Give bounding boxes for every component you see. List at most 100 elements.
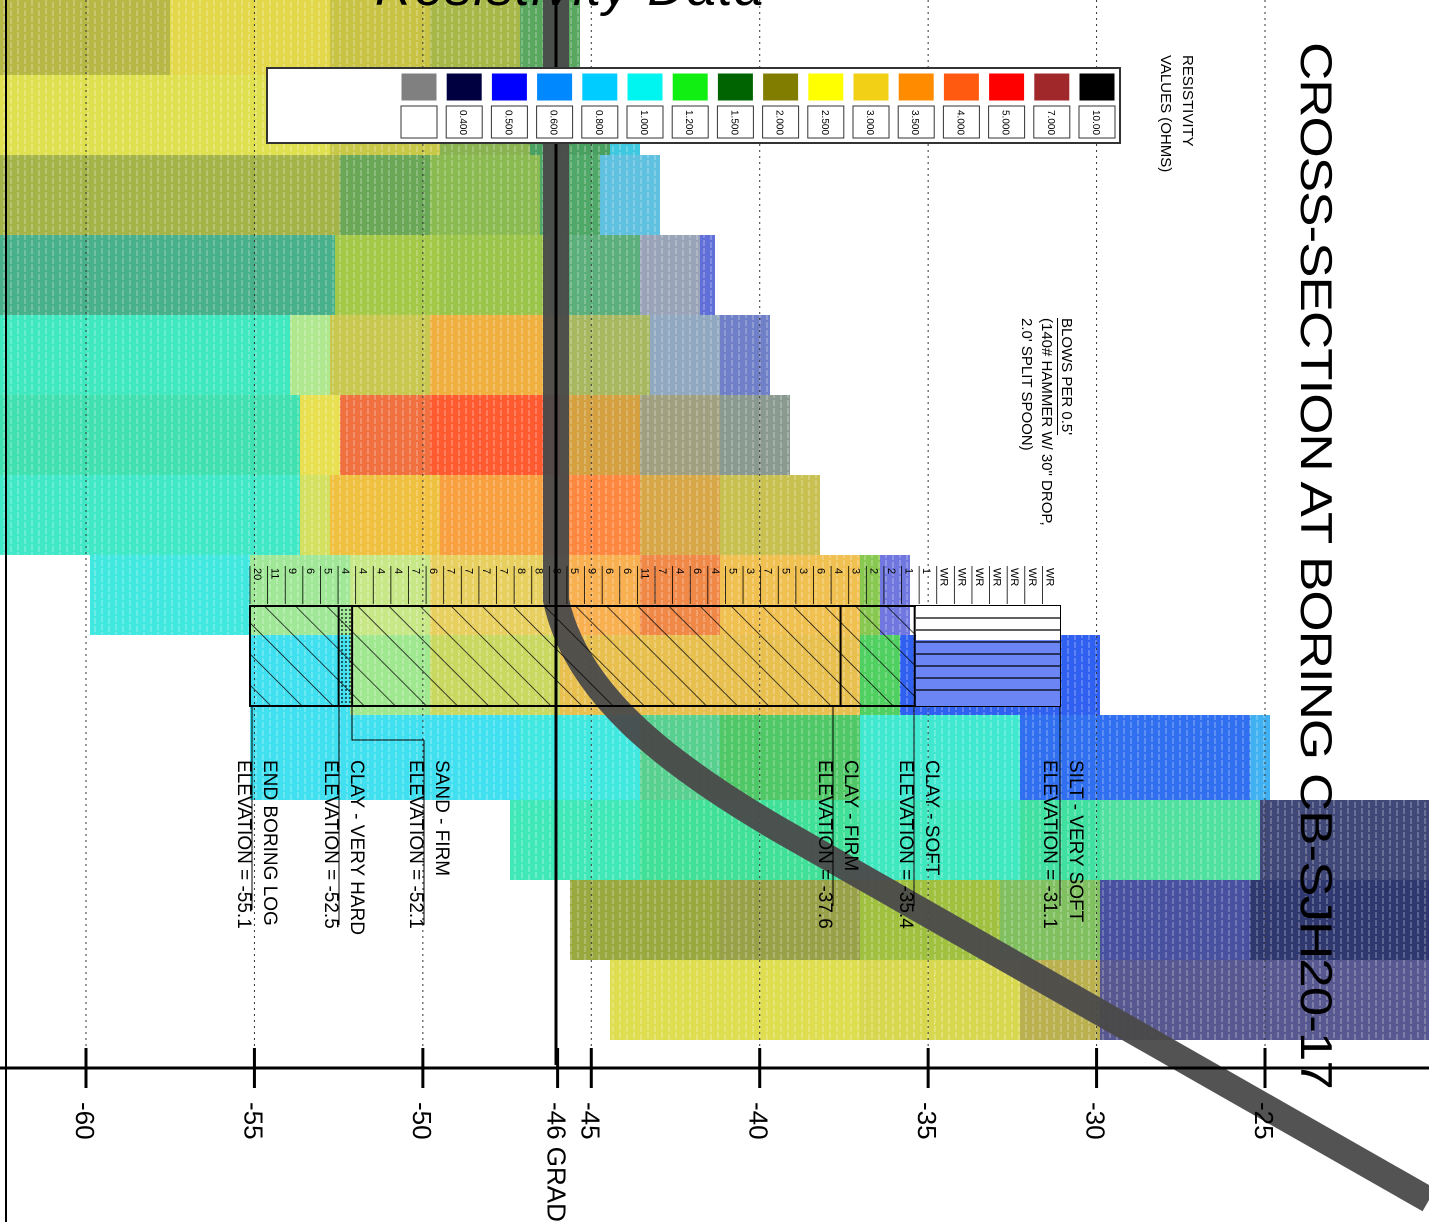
legend-label-box xyxy=(1078,105,1116,139)
stratum-elevation: ELEVATION = -52.1 xyxy=(405,760,426,929)
legend-swatch xyxy=(671,72,709,102)
blow-count: 7 xyxy=(409,568,421,574)
legend-swatch xyxy=(897,72,935,102)
legend-label-box xyxy=(852,105,890,139)
heatmap-cell xyxy=(1260,800,1429,880)
heatmap-cell xyxy=(90,555,250,635)
blow-count: 4 xyxy=(339,568,351,574)
heatmap-cell xyxy=(0,155,340,235)
legend-label-box xyxy=(1033,105,1071,139)
stratum-elevation: ELEVATION = -35.4 xyxy=(895,760,916,929)
blow-count: 6 xyxy=(814,568,826,574)
stratum-elevation: ELEVATION = -37.6 xyxy=(814,760,835,929)
blow-count: 3 xyxy=(744,568,756,574)
heatmap-cell xyxy=(300,395,340,475)
legend-label: 3.500 xyxy=(909,110,920,135)
blow-count: 5 xyxy=(726,568,738,574)
legend-swatch xyxy=(807,72,845,102)
resistivity-legend: 10.00 7.000 5.000 4.000 3.500 3.000 2.500 2.000… xyxy=(266,67,1121,144)
heatmap-cell xyxy=(720,315,770,395)
blow-count: WR xyxy=(991,568,1003,586)
legend-swatch xyxy=(1078,72,1116,102)
legend-label-box xyxy=(671,105,709,139)
legend-label-box xyxy=(536,105,574,139)
heatmap-cell xyxy=(640,475,720,555)
legend-swatch xyxy=(490,72,528,102)
legend-label-box xyxy=(988,105,1026,139)
legend-title-line1: RESISTIVITY xyxy=(1179,55,1196,147)
legend-label: 0.500 xyxy=(502,110,513,135)
heatmap-cell xyxy=(640,235,700,315)
blow-count: WR xyxy=(973,568,985,586)
elevation-gridlines xyxy=(85,0,1266,1060)
silt-layer-lines xyxy=(916,606,1060,706)
legend-label-box xyxy=(762,105,800,139)
boring-log-dividers xyxy=(337,606,916,706)
legend-label-box xyxy=(400,105,438,139)
blow-count: 6 xyxy=(621,568,633,574)
heatmap-cell xyxy=(340,395,430,475)
legend-swatch xyxy=(716,72,754,102)
heatmap-cell xyxy=(1250,715,1270,800)
axis-tick-label: -25 xyxy=(1249,1102,1279,1140)
legend-swatch xyxy=(852,72,890,102)
boring-log-sand-layer xyxy=(338,606,352,706)
heatmap-cell xyxy=(650,315,720,395)
resistivity-heatmap xyxy=(0,0,1429,1040)
blow-count: 2 xyxy=(885,568,897,574)
heatmap-cell xyxy=(610,960,860,1040)
axis-tick-label: -45 xyxy=(575,1102,605,1140)
boring-log-hatch xyxy=(250,606,916,706)
heatmap-cell xyxy=(1100,880,1250,960)
blow-count: 5 xyxy=(779,568,791,574)
blow-count: 7 xyxy=(462,568,474,574)
heatmap-cell xyxy=(510,800,640,880)
blows-note-line2: (140# HAMMER W/ 30" DROP, xyxy=(1038,318,1055,526)
axis-tick-label: -35 xyxy=(912,1102,942,1140)
blow-count: 4 xyxy=(374,568,386,574)
grade-label: -46 GRADE xyxy=(542,1102,572,1222)
heatmap-cell xyxy=(430,155,540,235)
stratum-name: END BORING LOG xyxy=(259,760,280,926)
blow-count: 5 xyxy=(568,568,580,574)
legend-label: 0.600 xyxy=(548,110,559,135)
legend-swatch xyxy=(400,72,438,102)
stratum-leader xyxy=(351,706,424,741)
blow-count: 4 xyxy=(709,568,721,574)
heatmap-cell xyxy=(600,155,660,235)
legend-swatch xyxy=(762,72,800,102)
legend-label: 1.000 xyxy=(638,110,649,135)
blow-count: 8 xyxy=(533,568,545,574)
blow-count: 3 xyxy=(797,568,809,574)
legend-label-box xyxy=(807,105,845,139)
heatmap-cell xyxy=(720,880,860,960)
heatmap-cell xyxy=(0,0,170,75)
heatmap-cell xyxy=(430,395,560,475)
legend-label-box xyxy=(716,105,754,139)
blow-count: 2 xyxy=(867,568,879,574)
heatmap-cell xyxy=(330,475,440,555)
legend-title-line2: VALUES (OHMS) xyxy=(1157,55,1174,173)
stratum-name: CLAY - FIRM xyxy=(840,760,861,871)
legend-label: 0.400 xyxy=(457,110,468,135)
legend-swatch xyxy=(445,72,483,102)
legend-swatch xyxy=(581,72,619,102)
legend-swatch xyxy=(1033,72,1071,102)
blow-count: 4 xyxy=(392,568,404,574)
legend-label: 3.000 xyxy=(864,110,875,135)
axis-tick-label: -60 xyxy=(70,1102,100,1140)
legend-label: 2.000 xyxy=(774,110,785,135)
heatmap-cell xyxy=(720,395,790,475)
legend-label: 5.000 xyxy=(1000,110,1011,135)
heatmap-cell xyxy=(560,315,650,395)
legend-swatch xyxy=(626,72,664,102)
blow-count: WR xyxy=(1026,568,1038,586)
blow-count: WR xyxy=(938,568,950,586)
blows-note: BLOWS PER 0.5' (140# HAMMER W/ 30" DROP,… xyxy=(996,318,1076,578)
